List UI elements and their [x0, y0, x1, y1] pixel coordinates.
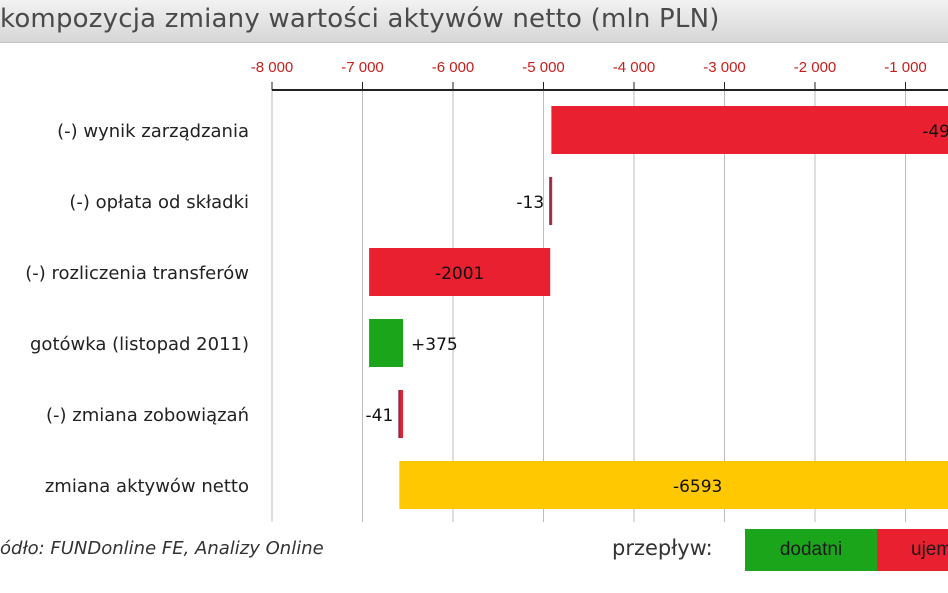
bar	[399, 461, 948, 509]
category-label: gotówka (listopad 2011)	[30, 334, 249, 355]
tick-label: -2 000	[794, 59, 837, 76]
category-label: (-) rozliczenia transferów	[25, 263, 249, 284]
source-note: ódło: FUNDonline FE, Analizy Online	[0, 538, 324, 559]
bar	[399, 390, 404, 438]
value-label: -13	[516, 193, 544, 213]
tick-label: -3 000	[703, 59, 746, 76]
value-label: +375	[411, 335, 458, 355]
bar	[369, 319, 404, 367]
bar	[551, 106, 948, 154]
tick-label: -7 000	[341, 59, 384, 76]
category-label: (-) opłata od składki	[69, 192, 249, 213]
legend-label: przepływ:	[612, 536, 713, 560]
bar	[369, 248, 551, 296]
tick-label: -5 000	[522, 59, 565, 76]
category-label: (-) zmiana zobowiązań	[46, 405, 249, 426]
tick-label: -8 000	[251, 59, 294, 76]
chart-title: kompozycja zmiany wartości aktywów netto…	[0, 4, 720, 34]
category-label: (-) wynik zarządzania	[57, 121, 249, 142]
legend-positive: dodatni	[745, 529, 877, 571]
value-label: -2001	[435, 264, 484, 284]
title-bar: kompozycja zmiany wartości aktywów netto…	[0, 0, 948, 43]
value-label: -6593	[673, 477, 722, 497]
tick-label: -6 000	[432, 59, 475, 76]
category-label: zmiana aktywów netto	[45, 476, 249, 497]
legend-negative: ujemny	[877, 529, 948, 571]
tick-label: -4 000	[613, 59, 656, 76]
tick-label: -1 000	[884, 59, 927, 76]
value-label: -49	[922, 122, 948, 142]
value-label: -41	[366, 406, 394, 426]
